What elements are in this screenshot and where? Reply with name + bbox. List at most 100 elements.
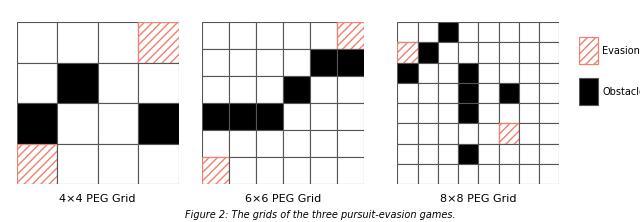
Bar xyxy=(97,22,138,63)
Bar xyxy=(397,42,418,63)
Bar xyxy=(284,76,310,103)
Bar xyxy=(579,37,598,64)
Bar xyxy=(539,164,559,184)
Bar xyxy=(499,123,519,144)
Bar xyxy=(138,63,179,103)
Bar xyxy=(57,22,97,63)
Text: Obstacle: Obstacle xyxy=(602,87,640,97)
Bar xyxy=(397,83,418,103)
Bar xyxy=(310,103,337,130)
Bar xyxy=(310,130,337,157)
Bar xyxy=(284,157,310,184)
Bar xyxy=(479,144,499,164)
Bar xyxy=(539,123,559,144)
Bar xyxy=(202,103,229,130)
Bar xyxy=(256,76,283,103)
Bar xyxy=(256,157,283,184)
Bar xyxy=(138,22,179,63)
Bar xyxy=(284,103,310,130)
Bar xyxy=(337,22,364,49)
Bar xyxy=(458,63,478,83)
Bar xyxy=(519,22,539,42)
Bar xyxy=(138,103,179,144)
Bar xyxy=(438,83,458,103)
Bar xyxy=(138,144,179,184)
Bar xyxy=(229,49,256,76)
Bar xyxy=(17,22,57,63)
Bar xyxy=(229,22,256,49)
Bar xyxy=(202,130,229,157)
Bar xyxy=(310,157,337,184)
Text: 4×4 PEG Grid: 4×4 PEG Grid xyxy=(60,194,136,204)
Bar xyxy=(229,157,256,184)
Bar xyxy=(479,22,499,42)
Bar xyxy=(479,103,499,123)
Bar xyxy=(458,123,478,144)
Bar xyxy=(284,22,310,49)
Bar xyxy=(519,164,539,184)
Bar xyxy=(499,22,519,42)
Bar xyxy=(458,144,478,164)
Text: 6×6 PEG Grid: 6×6 PEG Grid xyxy=(245,194,321,204)
Bar xyxy=(519,103,539,123)
Bar xyxy=(418,123,438,144)
Bar xyxy=(579,37,598,64)
Bar xyxy=(17,144,57,184)
Bar xyxy=(499,103,519,123)
Bar xyxy=(519,63,539,83)
Bar xyxy=(499,63,519,83)
Bar xyxy=(539,22,559,42)
Bar xyxy=(479,123,499,144)
Bar xyxy=(256,22,283,49)
Bar xyxy=(418,103,438,123)
Bar xyxy=(458,83,478,103)
Bar xyxy=(337,103,364,130)
Bar xyxy=(397,144,418,164)
Bar xyxy=(17,103,57,144)
Bar xyxy=(438,42,458,63)
Bar xyxy=(458,22,478,42)
Bar xyxy=(256,49,283,76)
Bar xyxy=(229,103,256,130)
Bar xyxy=(310,49,337,76)
Bar xyxy=(202,22,229,49)
Bar xyxy=(479,164,499,184)
Bar xyxy=(57,103,97,144)
Bar xyxy=(138,22,179,63)
Bar xyxy=(458,42,478,63)
Bar xyxy=(519,42,539,63)
Bar xyxy=(479,83,499,103)
Bar xyxy=(337,130,364,157)
Bar xyxy=(57,63,97,103)
Bar xyxy=(458,103,478,123)
Bar xyxy=(539,83,559,103)
Bar xyxy=(310,22,337,49)
Text: Figure 2: The grids of the three pursuit-evasion games.: Figure 2: The grids of the three pursuit… xyxy=(185,210,455,220)
Bar xyxy=(256,130,283,157)
Bar xyxy=(97,144,138,184)
Bar xyxy=(479,42,499,63)
Bar xyxy=(479,63,499,83)
Bar xyxy=(284,49,310,76)
Bar xyxy=(337,49,364,76)
Bar xyxy=(499,123,519,144)
Bar xyxy=(256,103,283,130)
Text: 8×8 PEG Grid: 8×8 PEG Grid xyxy=(440,194,516,204)
Bar xyxy=(202,157,229,184)
Bar xyxy=(499,42,519,63)
Bar xyxy=(539,63,559,83)
Bar xyxy=(202,76,229,103)
Bar xyxy=(337,157,364,184)
Bar xyxy=(397,22,418,42)
Bar xyxy=(438,164,458,184)
Bar xyxy=(397,164,418,184)
Bar xyxy=(418,63,438,83)
Bar xyxy=(499,144,519,164)
Bar xyxy=(397,63,418,83)
Bar xyxy=(397,42,418,63)
Bar xyxy=(397,123,418,144)
Bar xyxy=(17,63,57,103)
Bar xyxy=(519,83,539,103)
Bar xyxy=(17,144,57,184)
Bar xyxy=(397,103,418,123)
